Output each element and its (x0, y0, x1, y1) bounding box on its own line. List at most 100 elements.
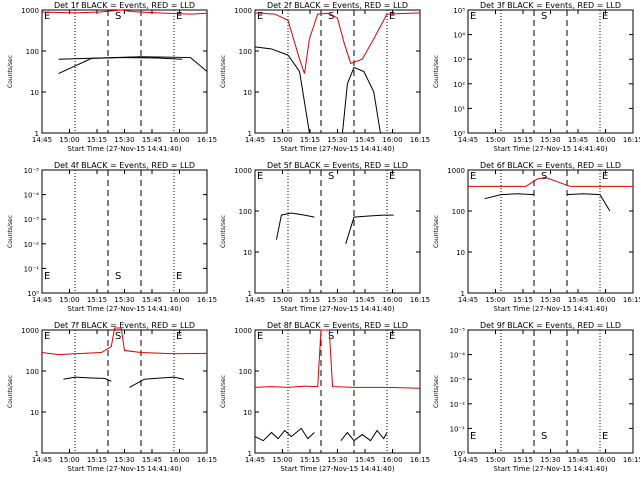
event-marker-e: E (176, 331, 182, 342)
plot-frame (254, 329, 421, 454)
x-axis-label: Start Time (27-Nov-15 14:41:40) (280, 145, 394, 153)
y-tick-label: 10⁴ (453, 32, 465, 40)
chart-panel-3: Det 3f BLACK = Events, RED = LLD 10⁵ 10⁴ 10… (433, 1, 640, 153)
x-tick-label: 15:15 (300, 296, 320, 304)
x-tick-label: 15:00 (485, 456, 505, 464)
event-marker-e: E (176, 271, 182, 282)
chart-title: Det 2f BLACK = Events, RED = LLD (267, 1, 408, 10)
x-tick-label: 15:30 (327, 296, 347, 304)
x-tick-label: 15:45 (142, 136, 162, 144)
x-tick-label: 16:00 (595, 296, 615, 304)
events-series-line (275, 212, 315, 240)
chart-panel-9: Det 9f BLACK = Events, RED = LLD 10⁻⁵ 10⁻⁴… (433, 321, 640, 473)
chart-panel-7: Det 7f BLACK = Events, RED = LLD 1000 100 1… (7, 321, 217, 473)
y-tick-label: 10⁻² (24, 241, 40, 249)
y-tick-label: 10⁻³ (24, 216, 40, 224)
y-tick-label: 10⁵ (453, 7, 465, 15)
x-axis-label: Start Time (27-Nov-15 14:41:40) (67, 305, 181, 313)
x-tick-label: 14:45 (458, 456, 478, 464)
y-tick-label: 100 (239, 48, 252, 56)
chart-title: Det 1f BLACK = Events, RED = LLD (54, 1, 195, 10)
x-tick-label: 15:15 (300, 456, 320, 464)
y-tick-label: 10⁻³ (450, 376, 466, 384)
chart-title: Det 6f BLACK = Events, RED = LLD (480, 161, 621, 170)
event-marker-e: E (470, 431, 476, 442)
plot-frame (254, 9, 421, 134)
event-marker-s: S (541, 171, 547, 182)
x-tick-label: 16:00 (169, 456, 189, 464)
x-tick-label: 16:00 (169, 136, 189, 144)
x-tick-label: 15:45 (568, 456, 588, 464)
y-axis-label: Counts/sec (433, 215, 440, 248)
y-tick-label: 10 (456, 249, 465, 257)
x-tick-label: 15:15 (513, 296, 533, 304)
chart-panel-5: Det 5f BLACK = Events, RED = LLD 1000 100 1… (220, 161, 430, 313)
x-tick-label: 15:00 (485, 136, 505, 144)
events-series-line (484, 193, 535, 200)
x-tick-label: 15:30 (114, 296, 134, 304)
event-marker-e: E (602, 171, 608, 182)
x-tick-label: 15:15 (87, 296, 107, 304)
chart-title: Det 7f BLACK = Events, RED = LLD (54, 321, 195, 330)
events-series-line (254, 46, 310, 134)
x-tick-label: 16:15 (197, 296, 217, 304)
y-tick-label: 100 (239, 368, 252, 376)
events-series-line (341, 66, 381, 134)
event-marker-s: S (115, 271, 121, 282)
y-tick-label: 10⁰ (453, 130, 465, 138)
x-tick-label: 15:15 (87, 456, 107, 464)
x-axis-label: Start Time (27-Nov-15 14:41:40) (493, 465, 607, 473)
events-series-line (58, 56, 208, 72)
y-tick-label: 100 (452, 208, 465, 216)
y-tick-label: 10⁰ (453, 450, 465, 458)
y-tick-label: 10² (453, 81, 465, 89)
y-tick-label: 1000 (21, 327, 39, 335)
x-axis-label: Start Time (27-Nov-15 14:41:40) (280, 305, 394, 313)
x-axis-label: Start Time (27-Nov-15 14:41:40) (493, 145, 607, 153)
x-tick-label: 16:15 (410, 136, 430, 144)
event-marker-e: E (44, 11, 50, 22)
y-tick-label: 10⁻¹ (450, 425, 466, 433)
lld-series-line (468, 176, 633, 187)
x-tick-label: 15:45 (568, 136, 588, 144)
x-tick-label: 14:45 (32, 456, 52, 464)
y-tick-label: 10⁻⁵ (450, 327, 466, 335)
plot-frame (467, 9, 634, 134)
events-series-line (63, 376, 112, 382)
y-tick-label: 10⁻⁴ (24, 192, 40, 200)
x-tick-label: 14:45 (458, 136, 478, 144)
event-marker-e: E (470, 171, 476, 182)
y-axis-label: Counts/sec (433, 375, 440, 408)
events-series-line (58, 57, 183, 75)
chart-panel-6: Det 6f BLACK = Events, RED = LLD 1000 100 1… (433, 161, 640, 313)
x-tick-label: 15:30 (114, 456, 134, 464)
x-tick-label: 15:45 (355, 456, 375, 464)
event-marker-e: E (257, 11, 263, 22)
x-tick-label: 15:30 (327, 456, 347, 464)
x-tick-label: 15:15 (300, 136, 320, 144)
x-tick-label: 14:45 (245, 136, 265, 144)
y-tick-label: 10⁻⁵ (24, 167, 40, 175)
lld-series-line (41, 327, 208, 356)
x-tick-label: 16:15 (623, 296, 640, 304)
y-tick-label: 10⁻¹ (24, 265, 40, 273)
x-tick-label: 15:30 (540, 136, 560, 144)
plot-frame (254, 169, 421, 294)
y-tick-label: 1 (35, 130, 39, 138)
chart-panel-4: Det 4f BLACK = Events, RED = LLD 10⁻⁵ 10⁻⁴… (7, 161, 217, 313)
plot-frame (467, 169, 634, 294)
x-tick-label: 15:00 (59, 456, 79, 464)
y-tick-label: 1000 (21, 7, 39, 15)
chart-title: Det 5f BLACK = Events, RED = LLD (267, 161, 408, 170)
event-marker-s: S (541, 11, 547, 22)
x-tick-label: 14:45 (32, 136, 52, 144)
chart-panel-1: Det 1f BLACK = Events, RED = LLD 1000 100 1… (7, 1, 217, 153)
y-tick-label: 1000 (447, 167, 465, 175)
x-axis-label: Start Time (27-Nov-15 14:41:40) (280, 465, 394, 473)
y-axis-label: Counts/sec (220, 375, 227, 408)
y-tick-label: 1000 (234, 167, 252, 175)
x-axis-label: Start Time (27-Nov-15 14:41:40) (493, 305, 607, 313)
x-tick-label: 15:30 (540, 456, 560, 464)
x-tick-label: 15:15 (87, 136, 107, 144)
y-tick-label: 100 (26, 48, 39, 56)
